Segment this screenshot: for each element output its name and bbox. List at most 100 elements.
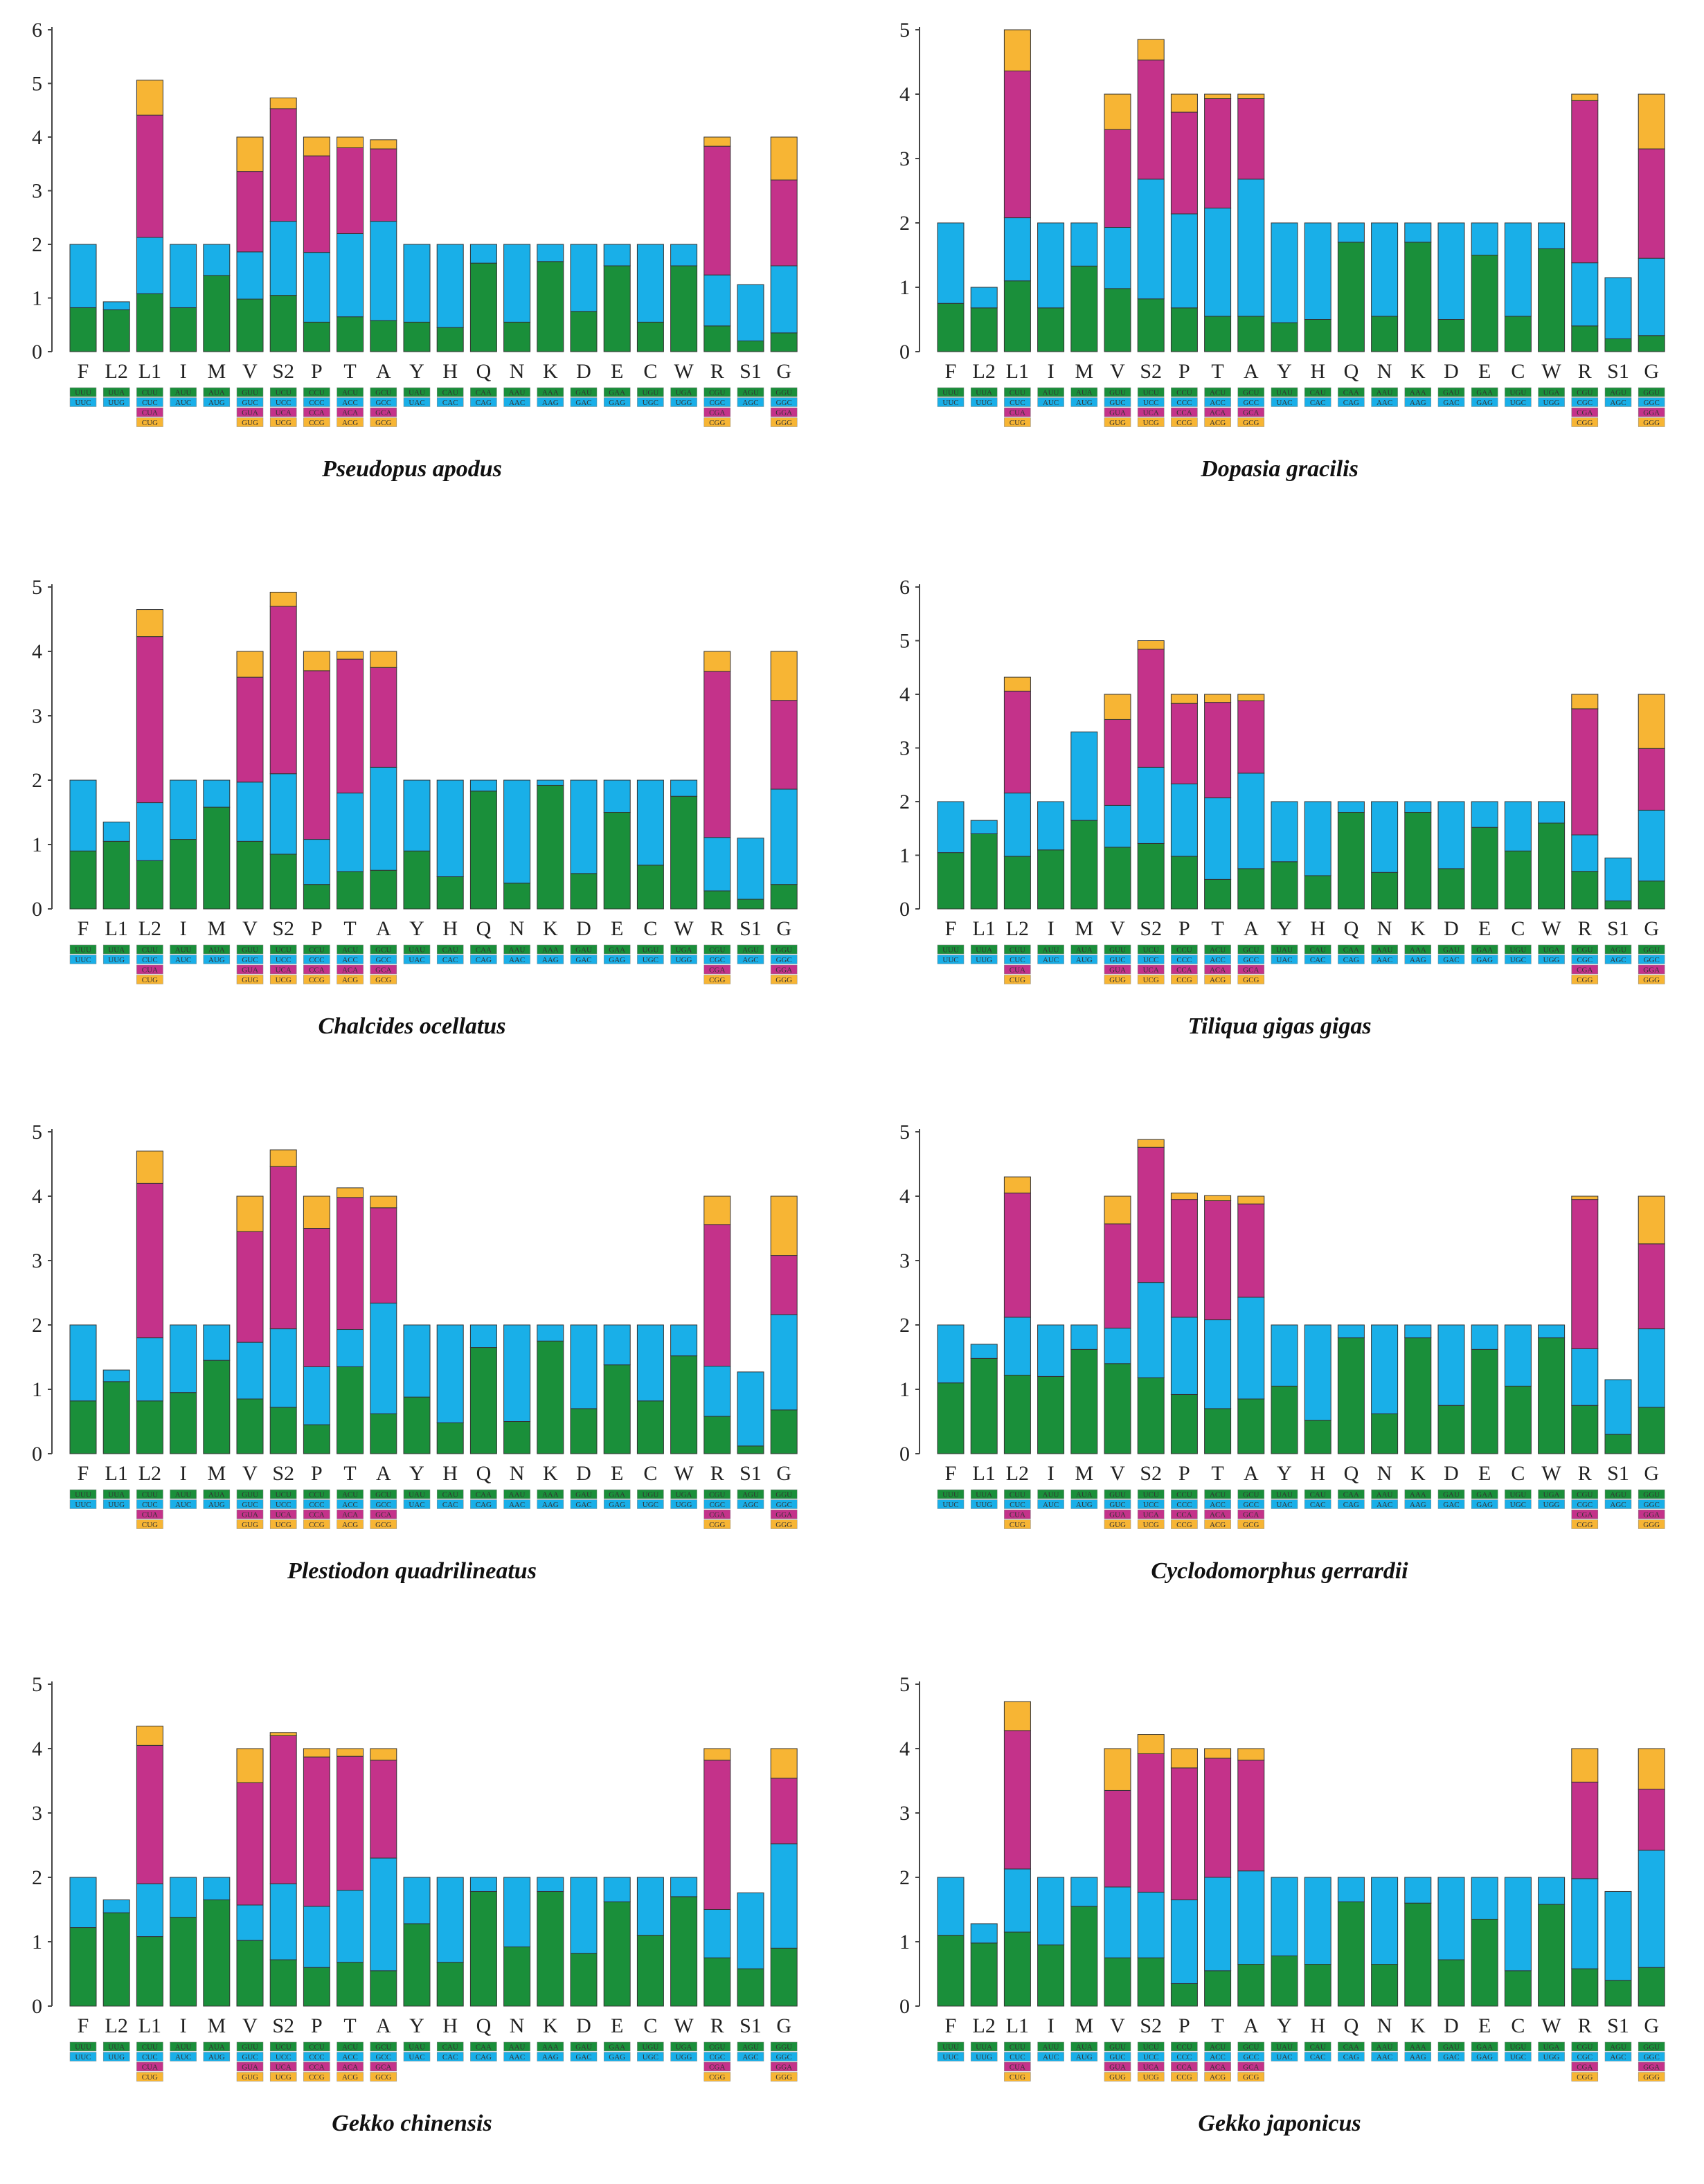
y-tick-label: 2 (32, 1314, 42, 1337)
codon-color-box (1171, 397, 1198, 407)
codon-color-box (303, 387, 330, 397)
codon-color-box (1204, 1489, 1231, 1499)
category-label: F (78, 360, 89, 383)
codon-color-box (136, 387, 163, 397)
codon-label: AAG (542, 956, 559, 964)
codon-color-box (1404, 1499, 1432, 1509)
bar-segment (1404, 801, 1432, 813)
codon-label: ACA (1210, 966, 1226, 975)
codon-color-box (703, 1509, 731, 1519)
bar-segment (1571, 1199, 1599, 1349)
codon-label: UUC (942, 1501, 958, 1509)
codon-color-box (1338, 2052, 1365, 2061)
codon-color-box (1237, 1499, 1265, 1509)
codon-label: CCG (1176, 1521, 1192, 1529)
codon-label: UCU (276, 1491, 292, 1499)
codon-color-box (1638, 417, 1665, 427)
bar-segment (1437, 1405, 1465, 1454)
category-label: V (242, 1462, 258, 1485)
codon-color-box (136, 964, 163, 975)
codon-color-box (703, 1499, 731, 1509)
codon-label: GGC (776, 2053, 792, 2061)
codon-label: GAC (575, 399, 591, 407)
category-label: M (207, 917, 226, 940)
codon-label: AGU (742, 2043, 759, 2052)
codon-color-box (269, 397, 297, 407)
category-label: T (1211, 917, 1223, 940)
codon-label: CCU (309, 946, 325, 955)
category-label: Y (409, 360, 424, 383)
bar-segment (1237, 1398, 1265, 1454)
category-label: C (1511, 1462, 1525, 1485)
codon-color-box (1104, 1489, 1131, 1499)
codon-color-box (403, 944, 431, 955)
bar-segment (770, 136, 798, 181)
codon-color-box (1571, 944, 1599, 955)
codon-color-box (1204, 2052, 1231, 2061)
codon-color-box (1104, 1499, 1131, 1509)
y-tick-label: 3 (32, 1249, 42, 1272)
bar-segment (636, 321, 664, 352)
codon-label: UUA (976, 946, 992, 955)
codon-label: UUA (976, 2043, 992, 2052)
codon-color-box (236, 964, 264, 975)
bar-segment (1204, 1970, 1232, 2007)
codon-color-box (436, 397, 464, 407)
codon-label: UGC (1510, 2053, 1526, 2061)
codon-label: CAA (476, 2043, 492, 2052)
codon-color-box (236, 955, 264, 964)
codon-label: GGU (775, 946, 792, 955)
codon-label: CAA (1343, 946, 1359, 955)
y-tick-label: 2 (32, 769, 42, 792)
codon-color-box (269, 964, 297, 975)
codon-color-box (1237, 975, 1265, 984)
codon-label: UAC (409, 1501, 424, 1509)
category-label: D (1444, 917, 1459, 940)
codon-label: GGG (775, 1521, 792, 1529)
codon-label: CAU (1310, 946, 1326, 955)
codon-label: GGA (1643, 409, 1660, 417)
codon-color-box (1004, 407, 1031, 417)
codon-color-box (1638, 397, 1665, 407)
codon-label: UCA (1143, 2064, 1159, 2072)
codon-color-box (1271, 387, 1298, 397)
bar-segment (269, 591, 297, 607)
bar-segment (1104, 227, 1131, 289)
codon-label: CAA (476, 946, 492, 955)
bar-segment (570, 1953, 598, 2007)
y-tick-label: 0 (32, 341, 42, 363)
codon-color-box (269, 955, 297, 964)
bar-segment (1538, 822, 1566, 910)
codon-color-box (303, 2061, 330, 2072)
category-label: A (1244, 2014, 1259, 2037)
y-tick-label: 2 (32, 1866, 42, 1889)
codon-color-box (269, 2061, 297, 2072)
codon-label: UAU (409, 389, 425, 397)
bar-segment (970, 1357, 998, 1454)
bar-segment (102, 840, 130, 910)
codon-label: AUC (175, 1501, 191, 1509)
codon-color-box (1104, 2052, 1131, 2061)
codon-label: AUG (208, 1501, 225, 1509)
rscu-panel: 012345FUUUUUCL1UUAUUGL2CUUCUCCUACUGIAUUA… (899, 1121, 1665, 1584)
codon-color-box (303, 407, 330, 417)
codon-color-box (1204, 2041, 1231, 2052)
bar-segment (469, 1890, 497, 2007)
codon-color-box (470, 397, 497, 407)
y-tick-label: 5 (899, 1121, 910, 1144)
codon-color-box (1004, 2052, 1031, 2061)
codon-label: AUC (1043, 2053, 1059, 2061)
category-label: W (1541, 360, 1561, 383)
codon-color-box (203, 1489, 231, 1499)
codon-label: GUG (242, 2073, 258, 2082)
codon-label: AAA (542, 1491, 559, 1499)
codon-color-box (403, 2052, 431, 2061)
bar-segment (1204, 316, 1232, 352)
codon-color-box (537, 397, 564, 407)
codon-label: AGU (1610, 2043, 1626, 2052)
category-label: T (343, 917, 356, 940)
bar-segment (1337, 801, 1365, 813)
codon-color-box (102, 944, 130, 955)
codon-color-box (1070, 2041, 1098, 2052)
codon-color-box (170, 397, 197, 407)
